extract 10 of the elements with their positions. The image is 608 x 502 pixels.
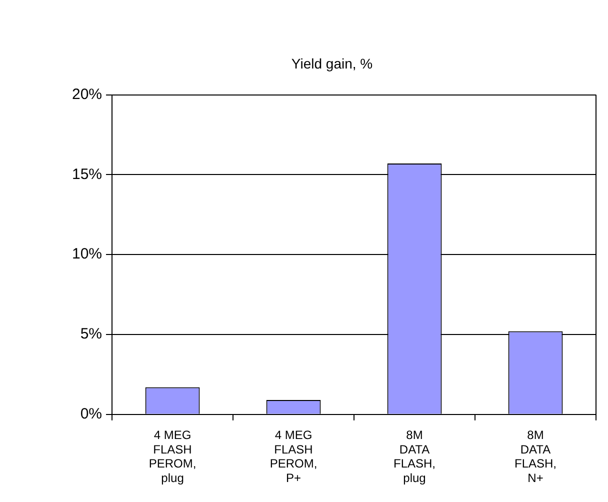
x-tick-label: 4 MEG FLASH PEROM, plug bbox=[148, 428, 196, 486]
chart-title: Yield gain, % bbox=[291, 55, 373, 72]
y-tick-label: 20% bbox=[72, 86, 102, 103]
x-tick-label: 8M DATA FLASH, N+ bbox=[514, 428, 557, 486]
y-tick-label: 5% bbox=[80, 326, 102, 343]
y-tick-label: 10% bbox=[72, 246, 102, 263]
x-tick-label: 4 MEG FLASH PEROM, P+ bbox=[270, 428, 318, 486]
x-tick-label: 8M DATA FLASH, plug bbox=[394, 428, 436, 486]
y-tick-label: 0% bbox=[80, 406, 102, 423]
y-tick-label: 15% bbox=[72, 166, 102, 183]
